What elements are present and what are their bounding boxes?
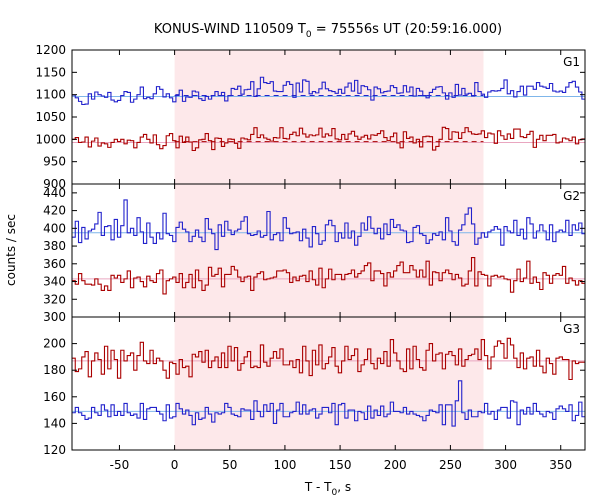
y-tick-label-g3: 200 [43, 337, 66, 351]
y-tick-label-g2: 380 [43, 239, 66, 253]
x-tick-label: 200 [384, 458, 407, 472]
y-tick-label-g1: 1200 [35, 43, 66, 57]
chart-title: KONUS-WIND 110509 T0 = 75556s UT (20:59:… [154, 22, 502, 40]
y-tick-label-g3: 180 [43, 363, 66, 377]
y-tick-label-g2: 320 [43, 292, 66, 306]
y-tick-label-g1: 1000 [35, 132, 66, 146]
y-tick-label-g3: 140 [43, 416, 66, 430]
series-g3-blue [72, 380, 585, 427]
panel-g2-series [72, 199, 585, 295]
y-tick-label-g3: 120 [43, 443, 66, 457]
x-tick-label: 350 [549, 458, 572, 472]
y-tick-label-g1: 1100 [35, 88, 66, 102]
x-tick-label: 150 [329, 458, 352, 472]
panel-label-g3: G3 [563, 322, 580, 336]
panel-frame-g3 [71, 316, 586, 451]
y-tick-label-g2: 300 [43, 310, 66, 324]
series-g2-blue [72, 199, 585, 251]
panel-label-g2: G2 [563, 189, 580, 203]
frames-layer [71, 49, 586, 451]
y-tick-label-g1: 900 [43, 177, 66, 191]
labels-layer: 90095010001050110011501200G1300320340360… [35, 43, 580, 472]
highlight-layer [174, 50, 484, 450]
y-tick-label-g2: 440 [43, 186, 66, 200]
panel-g3-series [72, 337, 585, 427]
y-tick-label-g2: 360 [43, 257, 66, 271]
y-tick-label-g2: 420 [43, 204, 66, 218]
y-tick-label-g1: 1150 [35, 65, 66, 79]
series-g2-red [72, 257, 585, 295]
series-g1-red [72, 126, 585, 152]
y-tick-label-g2: 400 [43, 221, 66, 235]
x-axis-label: T - T0, s [304, 480, 351, 498]
series-g1-blue [72, 76, 585, 106]
x-tick-label: 100 [273, 458, 296, 472]
series-g3-red [72, 337, 585, 381]
panel-label-g1: G1 [563, 55, 580, 69]
x-tick-label: 300 [494, 458, 517, 472]
y-tick-label-g3: 160 [43, 390, 66, 404]
y-axis-label: counts / sec [4, 214, 18, 286]
x-tick-label: 0 [171, 458, 179, 472]
x-tick-label: -50 [110, 458, 130, 472]
y-tick-label-g1: 950 [43, 155, 66, 169]
x-tick-label: 50 [222, 458, 237, 472]
y-tick-label-g1: 1050 [35, 110, 66, 124]
y-tick-label-g2: 340 [43, 275, 66, 289]
highlight-interval [174, 50, 484, 450]
series-layer [72, 76, 585, 427]
panel-g1-series [72, 76, 585, 152]
x-tick-label: 250 [439, 458, 462, 472]
